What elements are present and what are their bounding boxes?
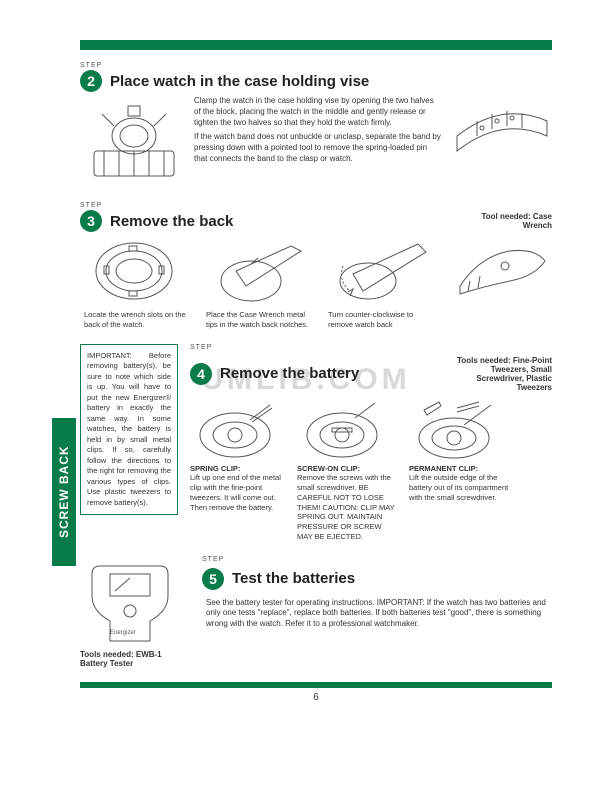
step-title: Remove the battery xyxy=(220,365,359,382)
important-box: IMPORTANT: Before removing battery(s), b… xyxy=(80,344,178,516)
spring-clip-illustration xyxy=(190,400,280,460)
step-5: Energizer Tools needed: EWB-1 Battery Te… xyxy=(80,556,552,668)
step2-para2: If the watch band does not unbuckle or u… xyxy=(194,132,442,164)
step-number-circle: 5 xyxy=(202,568,224,590)
top-bar xyxy=(80,40,552,50)
step4-tool: Tools needed: Fine-Point Tweezers, Small… xyxy=(452,356,552,392)
step-title: Place watch in the case holding vise xyxy=(110,73,369,90)
step-label: STEP xyxy=(80,62,552,69)
step-number-circle: 3 xyxy=(80,210,102,232)
page-content: STEP 2 Place watch in the case holding v… xyxy=(0,0,612,733)
perm-title: PERMANENT CLIP: xyxy=(409,464,478,473)
svg-text:Energizer: Energizer xyxy=(110,630,136,636)
perm-text: Lift the outside edge of the battery out… xyxy=(409,473,508,502)
step-4: IMPORTANT: Before removing battery(s), b… xyxy=(80,344,552,542)
case-wrench-illustration xyxy=(450,236,550,308)
step3-cap3: Turn counter-clockwise to remove watch b… xyxy=(328,310,438,330)
step3-cap2: Place the Case Wrench metal tips in the … xyxy=(206,310,316,330)
tester-illustration: Energizer xyxy=(80,556,180,646)
wrench-place-illustration xyxy=(206,236,306,306)
step2-para1: Clamp the watch in the case holding vise… xyxy=(194,96,442,128)
wrench-turn-illustration xyxy=(328,236,428,306)
watch-back-illustration xyxy=(84,236,184,306)
step-2: STEP 2 Place watch in the case holding v… xyxy=(80,62,552,188)
step-label: STEP xyxy=(202,556,552,563)
bottom-bar xyxy=(80,682,552,688)
step5-para: See the battery tester for operating ins… xyxy=(202,598,552,630)
screw-clip-illustration xyxy=(297,400,387,460)
step-title: Remove the back xyxy=(110,213,233,230)
step3-tool: Tool needed: Case Wrench xyxy=(472,212,552,230)
step3-cap1: Locate the wrench slots on the back of t… xyxy=(84,310,194,330)
vise-illustration xyxy=(84,96,184,188)
page-number: 6 xyxy=(80,692,552,703)
permanent-clip-illustration xyxy=(409,400,499,460)
step5-tool: Tools needed: EWB-1 Battery Tester xyxy=(80,650,190,668)
step-label: STEP xyxy=(190,344,552,351)
step-3: STEP 3 Remove the back Tool needed: Case… xyxy=(80,202,552,330)
spring-title: SPRING CLIP: xyxy=(190,464,240,473)
step-number-circle: 2 xyxy=(80,70,102,92)
screw-text: Remove the screws with the small screwdr… xyxy=(297,473,395,541)
screw-title: SCREW-ON CLIP: xyxy=(297,464,360,473)
step-number-circle: 4 xyxy=(190,363,212,385)
step-label: STEP xyxy=(80,202,552,209)
spring-text: Lift up one end of the metal clip with t… xyxy=(190,473,281,511)
step-title: Test the batteries xyxy=(232,570,355,587)
band-illustration xyxy=(452,96,552,168)
